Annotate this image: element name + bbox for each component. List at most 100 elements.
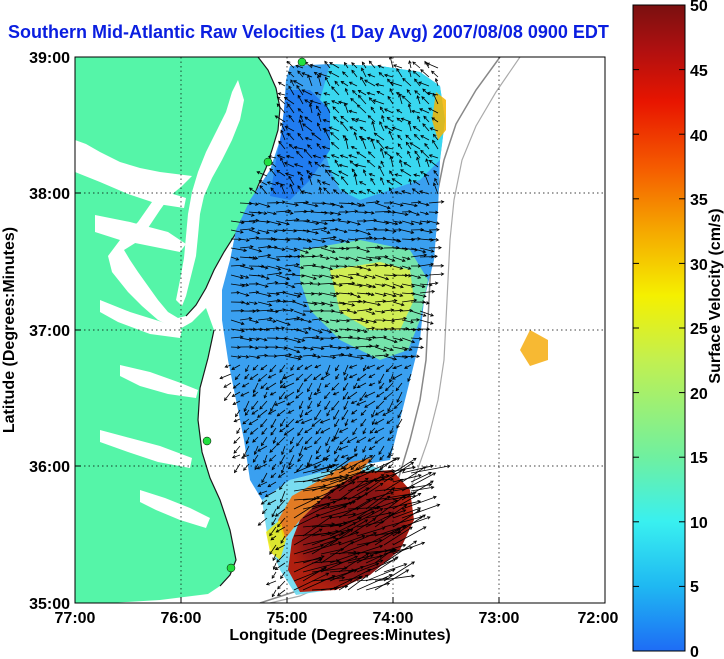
- velocity-arrow-head: [259, 185, 263, 189]
- velocity-arrow-head: [300, 176, 304, 181]
- velocity-arrow: [329, 219, 341, 222]
- velocity-arrow-head: [343, 406, 347, 411]
- velocity-arrow: [347, 310, 357, 314]
- velocity-arrow: [301, 418, 313, 424]
- velocity-arrow: [224, 391, 232, 401]
- velocity-arrow: [266, 229, 277, 232]
- velocity-arrow-head: [352, 512, 357, 517]
- velocity-arrow-head: [260, 385, 264, 389]
- velocity-arrow-head: [357, 89, 362, 94]
- velocity-arrow-head: [381, 526, 386, 531]
- velocity-arrow: [304, 409, 313, 416]
- velocity-arrow-head: [411, 574, 415, 578]
- velocity-arrow-head: [328, 515, 333, 520]
- velocity-arrow: [356, 563, 379, 573]
- velocity-arrow: [280, 122, 286, 132]
- velocity-arrow-head: [340, 547, 345, 552]
- velocity-arrow: [260, 418, 268, 428]
- velocity-arrow: [354, 173, 358, 186]
- velocity-arrow: [429, 154, 439, 159]
- velocity-arrow-head: [428, 154, 433, 158]
- velocity-arrow: [425, 158, 430, 168]
- velocity-arrow-head: [296, 442, 300, 447]
- velocity-arrow-head: [323, 92, 328, 96]
- velocity-arrow-head: [324, 102, 328, 107]
- velocity-arrow-head: [394, 221, 399, 226]
- velocity-arrow-head: [393, 273, 398, 278]
- velocity-arrow: [383, 500, 421, 510]
- x-tick-label: 77:00: [55, 610, 96, 627]
- velocity-arrow: [270, 400, 277, 412]
- velocity-arrow-head: [280, 540, 284, 544]
- velocity-arrow-head: [351, 168, 356, 173]
- velocity-arrow: [268, 409, 277, 415]
- velocity-arrow: [374, 283, 385, 287]
- velocity-arrow-head: [268, 457, 273, 462]
- velocity-arrow-head: [348, 81, 353, 86]
- velocity-arrow: [273, 436, 277, 444]
- colorbar-tick-label: 25: [690, 321, 708, 338]
- velocity-arrow-head: [413, 133, 418, 138]
- velocity-arrow: [412, 188, 421, 195]
- velocity-arrow-head: [328, 126, 333, 130]
- velocity-arrow-head: [393, 405, 398, 409]
- velocity-arrow: [369, 97, 376, 105]
- velocity-arrow-head: [333, 435, 337, 440]
- velocity-arrow: [323, 187, 331, 195]
- velocity-arrow-head: [317, 74, 321, 79]
- velocity-arrow-head: [304, 116, 309, 120]
- velocity-arrow: [356, 265, 371, 271]
- velocity-arrow: [329, 319, 340, 322]
- velocity-arrow-head: [344, 377, 348, 381]
- x-tick-label: 76:00: [161, 610, 202, 627]
- colorbar-tick-label: 20: [690, 386, 708, 403]
- velocity-arrow: [317, 123, 322, 132]
- velocity-arrow: [318, 73, 331, 78]
- velocity-arrow: [320, 236, 337, 240]
- velocity-arrow: [378, 165, 385, 177]
- velocity-arrow-head: [397, 143, 402, 147]
- velocity-arrow: [347, 436, 358, 443]
- velocity-arrow-head: [343, 496, 348, 501]
- velocity-arrow-head: [358, 136, 363, 140]
- velocity-arrow-head: [267, 501, 271, 505]
- velocity-arrow: [329, 310, 344, 314]
- velocity-arrow: [347, 256, 359, 261]
- velocity-arrow: [257, 220, 270, 223]
- velocity-arrow: [378, 72, 385, 78]
- velocity-arrow-head: [252, 389, 257, 394]
- velocity-arrow-head: [344, 264, 348, 269]
- velocity-arrow: [365, 310, 375, 315]
- velocity-arrow-head: [290, 308, 295, 313]
- y-tick-label: 39:00: [29, 50, 70, 67]
- velocity-arrow-head: [316, 496, 321, 500]
- velocity-arrow: [339, 436, 349, 445]
- velocity-arrow: [365, 211, 374, 214]
- velocity-arrow: [311, 265, 325, 268]
- velocity-arrow: [307, 454, 313, 466]
- velocity-arrow-head: [300, 281, 305, 286]
- velocity-arrow: [257, 274, 270, 280]
- velocity-arrow-head: [358, 181, 363, 185]
- velocity-arrow-head: [289, 183, 293, 188]
- velocity-arrow: [421, 96, 430, 105]
- velocity-arrow: [401, 190, 412, 195]
- velocity-arrow-head: [432, 139, 436, 144]
- velocity-arrow: [329, 211, 341, 215]
- velocity-arrow: [332, 106, 340, 114]
- velocity-arrow: [347, 220, 361, 225]
- velocity-arrow: [275, 182, 286, 186]
- velocity-arrow: [416, 157, 421, 168]
- velocity-arrow: [314, 364, 322, 368]
- velocity-arrow: [409, 179, 412, 186]
- velocity-arrow-head: [422, 123, 426, 127]
- velocity-arrow: [317, 400, 322, 407]
- velocity-arrow: [340, 115, 349, 123]
- velocity-arrow-head: [308, 103, 313, 107]
- velocity-arrow-head: [379, 482, 384, 487]
- velocity-arrow-head: [285, 423, 290, 428]
- velocity-arrow-head: [422, 88, 426, 93]
- grid-lines: [75, 57, 605, 603]
- velocity-arrow: [261, 436, 268, 446]
- velocity-arrow: [392, 493, 421, 510]
